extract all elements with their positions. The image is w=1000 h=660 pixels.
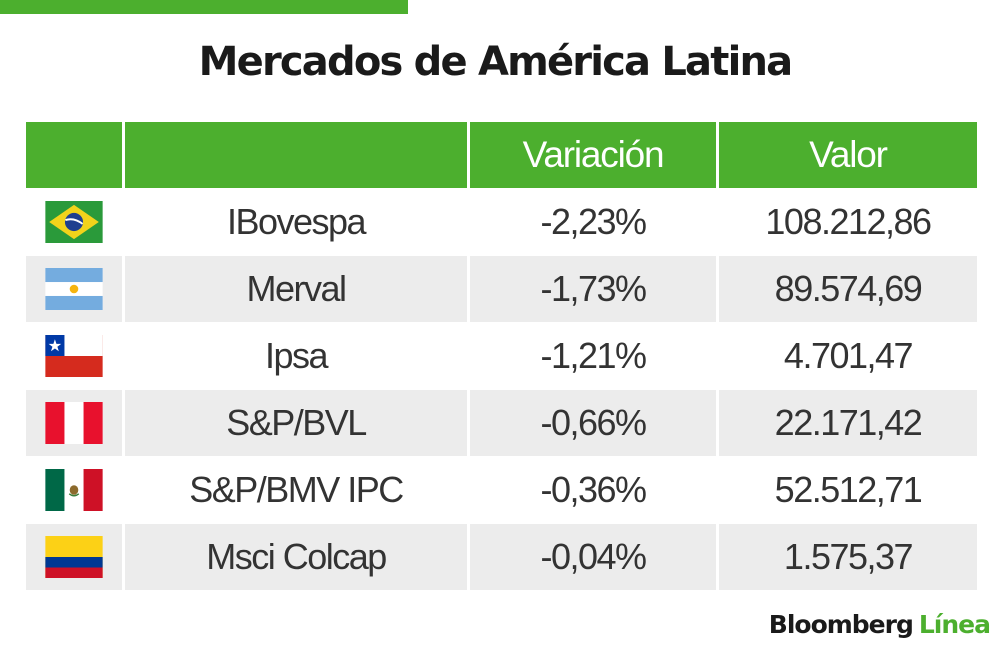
peru-flag-icon [45,402,103,444]
index-name: Merval [125,256,467,322]
index-name: Msci Colcap [125,524,467,590]
header-index-cell [125,122,467,188]
index-name: S&P/BMV IPC [125,457,467,523]
header-variation: Variación [470,122,716,188]
index-value: 1.575,37 [719,524,977,590]
flag-cell [26,390,122,456]
flag-cell [26,256,122,322]
brazil-flag-icon [45,201,103,243]
header-value: Valor [719,122,977,188]
index-value: 22.171,42 [719,390,977,456]
index-value: 4.701,47 [719,323,977,389]
variation-value: -0,04% [470,524,716,590]
colombia-flag-icon [45,536,103,578]
flag-cell [26,323,122,389]
index-value: 52.512,71 [719,457,977,523]
variation-value: -2,23% [470,189,716,255]
variation-value: -1,21% [470,323,716,389]
index-name: S&P/BVL [125,390,467,456]
markets-table: Variación Valor IBovespa -2,23% 108.212,… [26,122,977,590]
mexico-flag-icon [45,469,103,511]
logo-bloomberg: Bloomberg [768,610,914,639]
variation-value: -0,66% [470,390,716,456]
index-name: IBovespa [125,189,467,255]
header-flag-cell [26,122,122,188]
logo-linea: Línea [918,610,991,639]
top-accent-bar [0,0,408,14]
variation-value: -1,73% [470,256,716,322]
variation-value: -0,36% [470,457,716,523]
bloomberg-linea-logo: Bloomberg Línea [768,610,991,639]
argentina-flag-icon [45,268,103,310]
chile-flag-icon [45,335,103,377]
flag-cell [26,457,122,523]
index-value: 108.212,86 [719,189,977,255]
flag-cell [26,189,122,255]
page-title: Mercados de América Latina [198,39,794,85]
index-value: 89.574,69 [719,256,977,322]
flag-cell [26,524,122,590]
index-name: Ipsa [125,323,467,389]
